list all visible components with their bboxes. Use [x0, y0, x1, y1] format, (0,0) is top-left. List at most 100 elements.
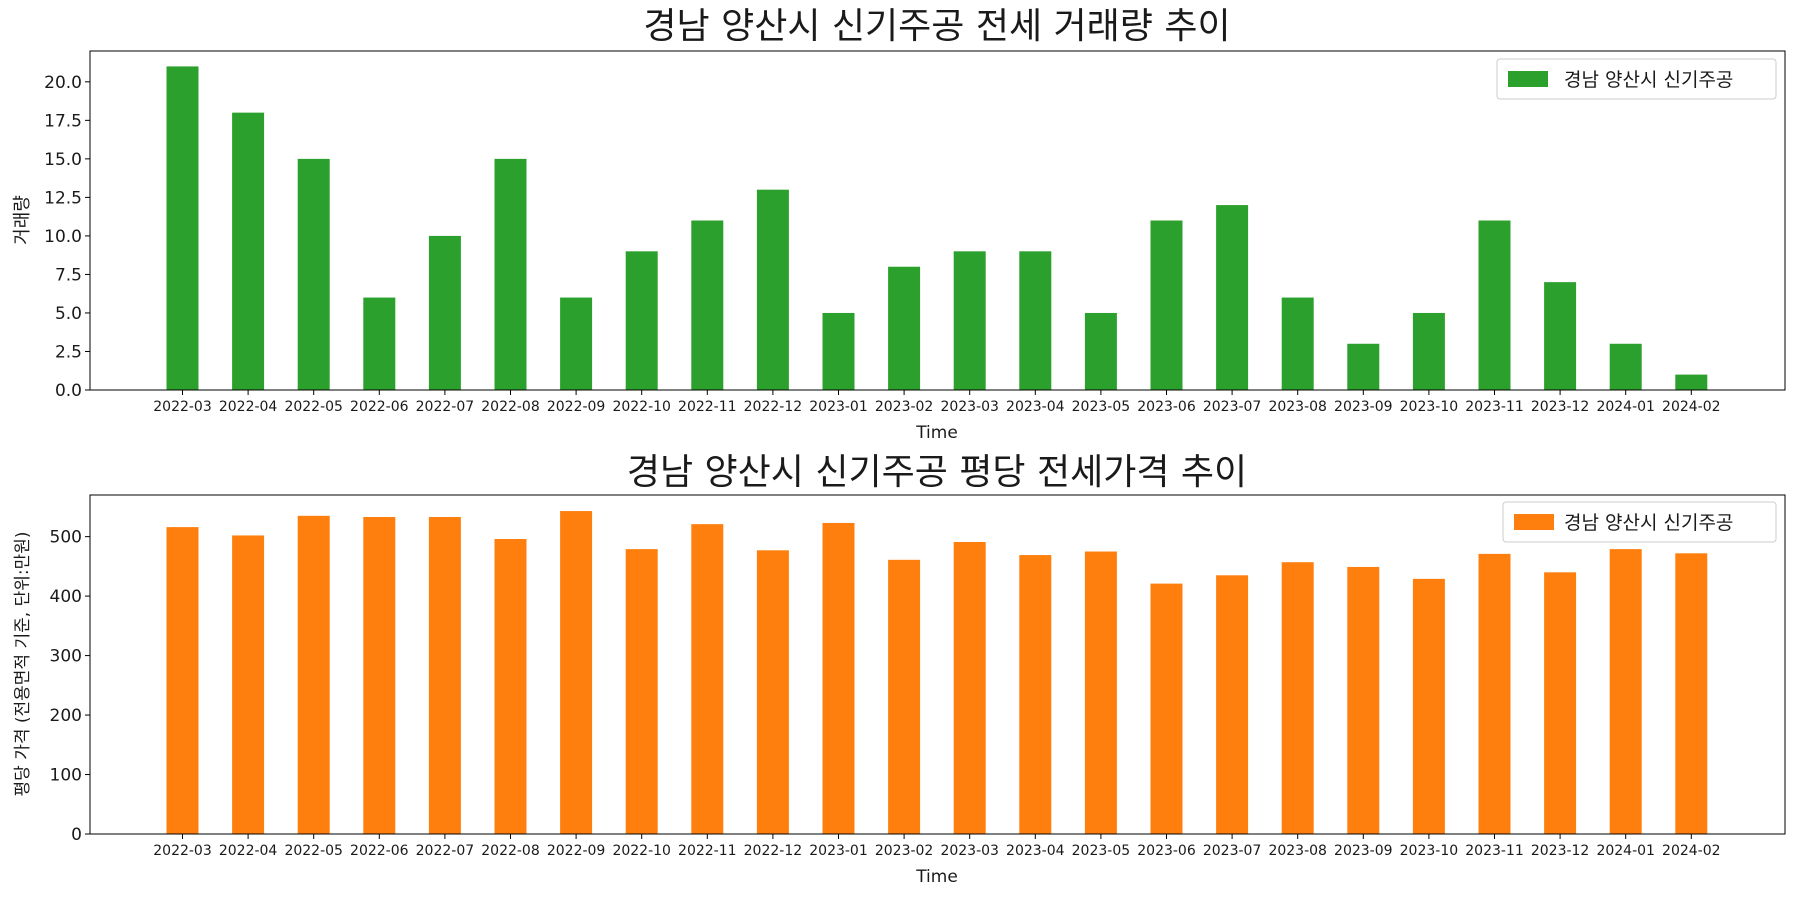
x-tick-label: 2022-07: [416, 843, 475, 859]
bar: [756, 550, 789, 834]
x-tick-label: 2023-04: [1006, 399, 1065, 415]
y-tick-label: 17.5: [44, 111, 82, 131]
bar: [1347, 566, 1380, 834]
bar: [756, 189, 789, 390]
bar: [691, 524, 724, 834]
x-axis-ticks: 2022-03 2022-04 2022-05 2022-06 2022-07 2022-…: [153, 390, 1721, 415]
x-tick-label: 2022-05: [284, 843, 343, 859]
x-tick-label: 2022-11: [678, 399, 737, 415]
x-axis-ticks: 2022-03 2022-04 2022-05 2022-06 2022-07 2022-…: [153, 834, 1721, 859]
x-tick-label: 2023-09: [1334, 399, 1393, 415]
bar: [1412, 312, 1445, 390]
legend: 경남 양산시 신기주공: [1502, 501, 1777, 543]
x-tick-label: 2023-07: [1203, 843, 1262, 859]
x-tick-label: 2022-12: [744, 843, 803, 859]
x-tick-label: 2022-12: [744, 399, 803, 415]
legend-box: [1502, 501, 1777, 543]
x-axis-label: Time: [915, 423, 958, 443]
x-tick-label: 2022-06: [350, 399, 409, 415]
y-tick-label: 7.5: [55, 265, 82, 285]
x-tick-label: 2023-12: [1531, 399, 1590, 415]
x-tick-label: 2023-10: [1400, 399, 1459, 415]
x-tick-label: 2023-06: [1137, 843, 1196, 859]
price-per-pyeong-chart: 경남 양산시 신기주공 평당 전세가격 추이 0100200300400500 …: [13, 452, 1786, 887]
x-tick-label: 2023-04: [1006, 843, 1065, 859]
bar: [428, 517, 461, 834]
bar-group: [166, 66, 1708, 391]
bar: [166, 66, 199, 390]
y-axis-label: 평당 가격 (전용면적 기준, 단위:만원): [13, 532, 33, 797]
legend-label: 경남 양산시 신기주공: [1564, 512, 1733, 534]
y-tick-label: 5.0: [55, 304, 82, 324]
bar: [1544, 282, 1577, 390]
x-tick-label: 2023-07: [1203, 399, 1262, 415]
bar: [625, 549, 658, 834]
legend-swatch: [1514, 514, 1554, 530]
x-tick-label: 2022-04: [219, 843, 278, 859]
bar: [363, 517, 396, 834]
x-tick-label: 2023-05: [1072, 399, 1131, 415]
bar: [494, 158, 527, 390]
bar: [232, 535, 265, 834]
bar: [1084, 312, 1117, 390]
x-tick-label: 2022-10: [612, 399, 671, 415]
chart-title: 경남 양산시 신기주공 전세 거래량 추이: [643, 6, 1230, 47]
legend-box: [1496, 58, 1777, 100]
plot-frame: [89, 494, 1786, 835]
x-axis-label: Time: [915, 867, 958, 887]
x-tick-label: 2022-08: [481, 843, 540, 859]
bar: [297, 158, 330, 390]
y-tick-label: 12.5: [44, 188, 82, 208]
x-tick-label: 2023-02: [875, 843, 934, 859]
bar: [1150, 220, 1183, 390]
bar: [494, 539, 527, 834]
y-tick-label: 0: [71, 825, 82, 845]
bar: [1281, 562, 1314, 834]
bar: [1216, 205, 1249, 390]
x-tick-label: 2023-03: [940, 843, 999, 859]
bar: [363, 297, 396, 390]
y-axis-ticks: 0.0 2.5 5.0 7.5 10.0 12.5 15.0 17.5 20.0: [44, 73, 90, 401]
bar: [1675, 374, 1708, 390]
bar: [625, 251, 658, 390]
plot-frame: [89, 50, 1786, 391]
x-tick-label: 2023-11: [1465, 399, 1524, 415]
bar: [1609, 549, 1642, 834]
x-tick-label: 2022-05: [284, 399, 343, 415]
bar: [1084, 551, 1117, 834]
bar: [1544, 572, 1577, 834]
x-tick-label: 2022-06: [350, 843, 409, 859]
bar: [1478, 220, 1511, 390]
y-axis-label: 거래량: [12, 195, 33, 245]
x-tick-label: 2022-04: [219, 399, 278, 415]
x-tick-label: 2022-11: [678, 843, 737, 859]
x-tick-label: 2023-09: [1334, 843, 1393, 859]
x-tick-label: 2022-03: [153, 399, 212, 415]
x-tick-label: 2022-09: [547, 843, 606, 859]
bar: [1019, 555, 1052, 834]
y-tick-label: 0.0: [55, 381, 82, 401]
x-tick-label: 2022-03: [153, 843, 212, 859]
bar: [1478, 553, 1511, 834]
x-tick-label: 2024-01: [1596, 843, 1655, 859]
x-tick-label: 2023-03: [940, 399, 999, 415]
bar: [1412, 578, 1445, 834]
x-tick-label: 2022-08: [481, 399, 540, 415]
x-tick-label: 2023-10: [1400, 843, 1459, 859]
legend: 경남 양산시 신기주공: [1496, 58, 1777, 100]
x-tick-label: 2023-08: [1268, 843, 1327, 859]
bar: [428, 235, 461, 390]
bar: [297, 515, 330, 834]
y-tick-label: 15.0: [44, 150, 82, 170]
bar: [1347, 343, 1380, 390]
bar: [166, 527, 199, 834]
bar: [822, 522, 855, 834]
x-tick-label: 2024-02: [1662, 399, 1721, 415]
bar: [888, 266, 921, 390]
bar: [1150, 583, 1183, 834]
x-tick-label: 2023-12: [1531, 843, 1590, 859]
y-tick-label: 20.0: [44, 73, 82, 93]
y-tick-label: 10.0: [44, 227, 82, 247]
bar: [1609, 343, 1642, 390]
